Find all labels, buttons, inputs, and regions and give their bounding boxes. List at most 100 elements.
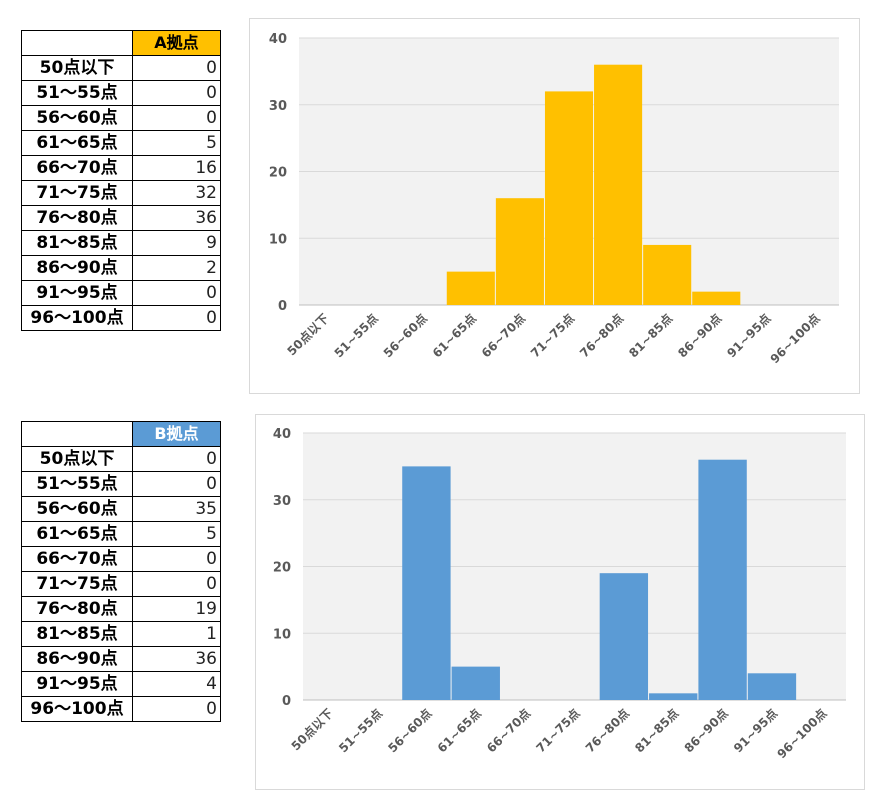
histogram-chart-a: 0 10 20 30 40 50点以下 51~55点 56~60点 61~65点 66~70点 71… (249, 18, 860, 394)
y-tick-label: 40 (273, 427, 291, 442)
table-row: 76～80点 36 (21, 205, 221, 231)
x-tick-label: 56~60点 (385, 706, 435, 756)
row-value: 0 (132, 696, 221, 722)
x-tick-label: 61~65点 (434, 706, 484, 756)
y-tick-label: 30 (269, 99, 287, 114)
x-tick-label: 71~75点 (533, 706, 583, 756)
x-tick-label: 86~90点 (675, 311, 725, 361)
row-label: 50点以下 (21, 55, 133, 81)
row-label: 96～100点 (21, 696, 133, 722)
bar (594, 64, 643, 305)
y-tick-label: 0 (278, 299, 287, 314)
frequency-table-b: B拠点 50点以下 0 51～55点 0 56～60点 35 61～65点 5 66～70点 0 7… (21, 421, 221, 722)
bar (599, 573, 649, 700)
table-row: 66～70点 16 (21, 155, 221, 181)
y-tick-label: 10 (273, 627, 291, 642)
row-value: 0 (132, 546, 221, 572)
y-tick-label: 0 (282, 694, 291, 709)
x-tick-label: 81~85点 (632, 706, 682, 756)
row-value: 2 (132, 255, 221, 281)
x-tick-label: 56~60点 (380, 311, 430, 361)
row-label: 81～85点 (21, 230, 133, 256)
histogram-svg-b: 0 10 20 30 40 50点以下 51~55点 56~60点 61~65点 66~70点 71… (273, 427, 846, 761)
table-header-row: B拠点 (21, 421, 221, 447)
x-tick-label: 50点以下 (284, 311, 332, 359)
row-label: 76～80点 (21, 596, 133, 622)
row-value: 19 (132, 596, 221, 622)
bar (692, 291, 741, 305)
row-value: 36 (132, 646, 221, 672)
row-label: 86～90点 (21, 646, 133, 672)
row-label: 96～100点 (21, 305, 133, 331)
row-label: 71～75点 (21, 571, 133, 597)
row-label: 81～85点 (21, 621, 133, 647)
histogram-chart-b: 0 10 20 30 40 50点以下 51~55点 56~60点 61~65点 66~70点 71… (255, 414, 865, 790)
table-row: 50点以下 0 (21, 55, 221, 81)
table-header-a: A拠点 (132, 30, 221, 56)
x-tick-label: 61~65点 (429, 311, 479, 361)
table-row: 56～60点 0 (21, 105, 221, 131)
x-tick-label: 76~80点 (582, 706, 632, 756)
table-header-blank (21, 30, 133, 56)
y-tick-label: 20 (273, 561, 291, 576)
table-row: 50点以下 0 (21, 446, 221, 472)
y-tick-label: 40 (269, 32, 287, 47)
bar (649, 693, 698, 700)
row-value: 4 (132, 671, 221, 697)
row-value: 0 (132, 305, 221, 331)
row-value: 35 (132, 496, 221, 522)
y-tick-label: 10 (269, 232, 287, 247)
x-tick-label: 66~70点 (483, 706, 533, 756)
x-tick-label: 91~95点 (730, 706, 780, 756)
row-value: 5 (132, 521, 221, 547)
row-value: 16 (132, 155, 221, 181)
row-label: 56～60点 (21, 496, 133, 522)
histogram-svg-a: 0 10 20 30 40 50点以下 51~55点 56~60点 61~65点 66~70点 71… (269, 32, 839, 367)
bar (747, 673, 797, 700)
row-label: 86～90点 (21, 255, 133, 281)
x-tick-label: 71~75点 (527, 311, 577, 361)
bar (643, 244, 692, 305)
row-label: 56～60点 (21, 105, 133, 131)
x-tick-label: 50点以下 (288, 706, 336, 754)
table-row: 71～75点 0 (21, 571, 221, 597)
row-label: 61～65点 (21, 521, 133, 547)
table-row: 96～100点 0 (21, 696, 221, 722)
x-tick-label: 81~85点 (625, 311, 675, 361)
x-tick-label: 51~55点 (331, 311, 381, 361)
table-row: 61～65点 5 (21, 521, 221, 547)
row-value: 0 (132, 280, 221, 306)
table-header-b: B拠点 (132, 421, 221, 447)
table-row: 51～55点 0 (21, 471, 221, 497)
y-tick-label: 20 (269, 166, 287, 181)
row-value: 0 (132, 80, 221, 106)
row-label: 61～65点 (21, 130, 133, 156)
table-row: 81～85点 1 (21, 621, 221, 647)
table-header-row: A拠点 (21, 30, 221, 56)
table-row: 91～95点 0 (21, 280, 221, 306)
x-tick-label: 86~90点 (681, 706, 731, 756)
row-value: 5 (132, 130, 221, 156)
bar (495, 198, 544, 305)
frequency-table-a: A拠点 50点以下 0 51～55点 0 56～60点 0 61～65点 5 66～70点 16 7… (21, 30, 221, 331)
table-header-blank (21, 421, 133, 447)
bar (451, 666, 500, 700)
table-row: 71～75点 32 (21, 180, 221, 206)
row-label: 91～95点 (21, 280, 133, 306)
table-row: 76～80点 19 (21, 596, 221, 622)
table-row: 86～90点 2 (21, 255, 221, 281)
row-value: 0 (132, 105, 221, 131)
x-tick-label: 91~95点 (724, 311, 774, 361)
table-row: 86～90点 36 (21, 646, 221, 672)
row-label: 66～70点 (21, 546, 133, 572)
row-label: 51～55点 (21, 80, 133, 106)
bar (698, 459, 747, 700)
bar (544, 91, 594, 306)
row-value: 0 (132, 446, 221, 472)
x-tick-label: 96~100点 (767, 311, 823, 367)
row-value: 36 (132, 205, 221, 231)
row-value: 0 (132, 571, 221, 597)
table-row: 66～70点 0 (21, 546, 221, 572)
row-value: 1 (132, 621, 221, 647)
x-tick-label: 66~70点 (478, 311, 528, 361)
